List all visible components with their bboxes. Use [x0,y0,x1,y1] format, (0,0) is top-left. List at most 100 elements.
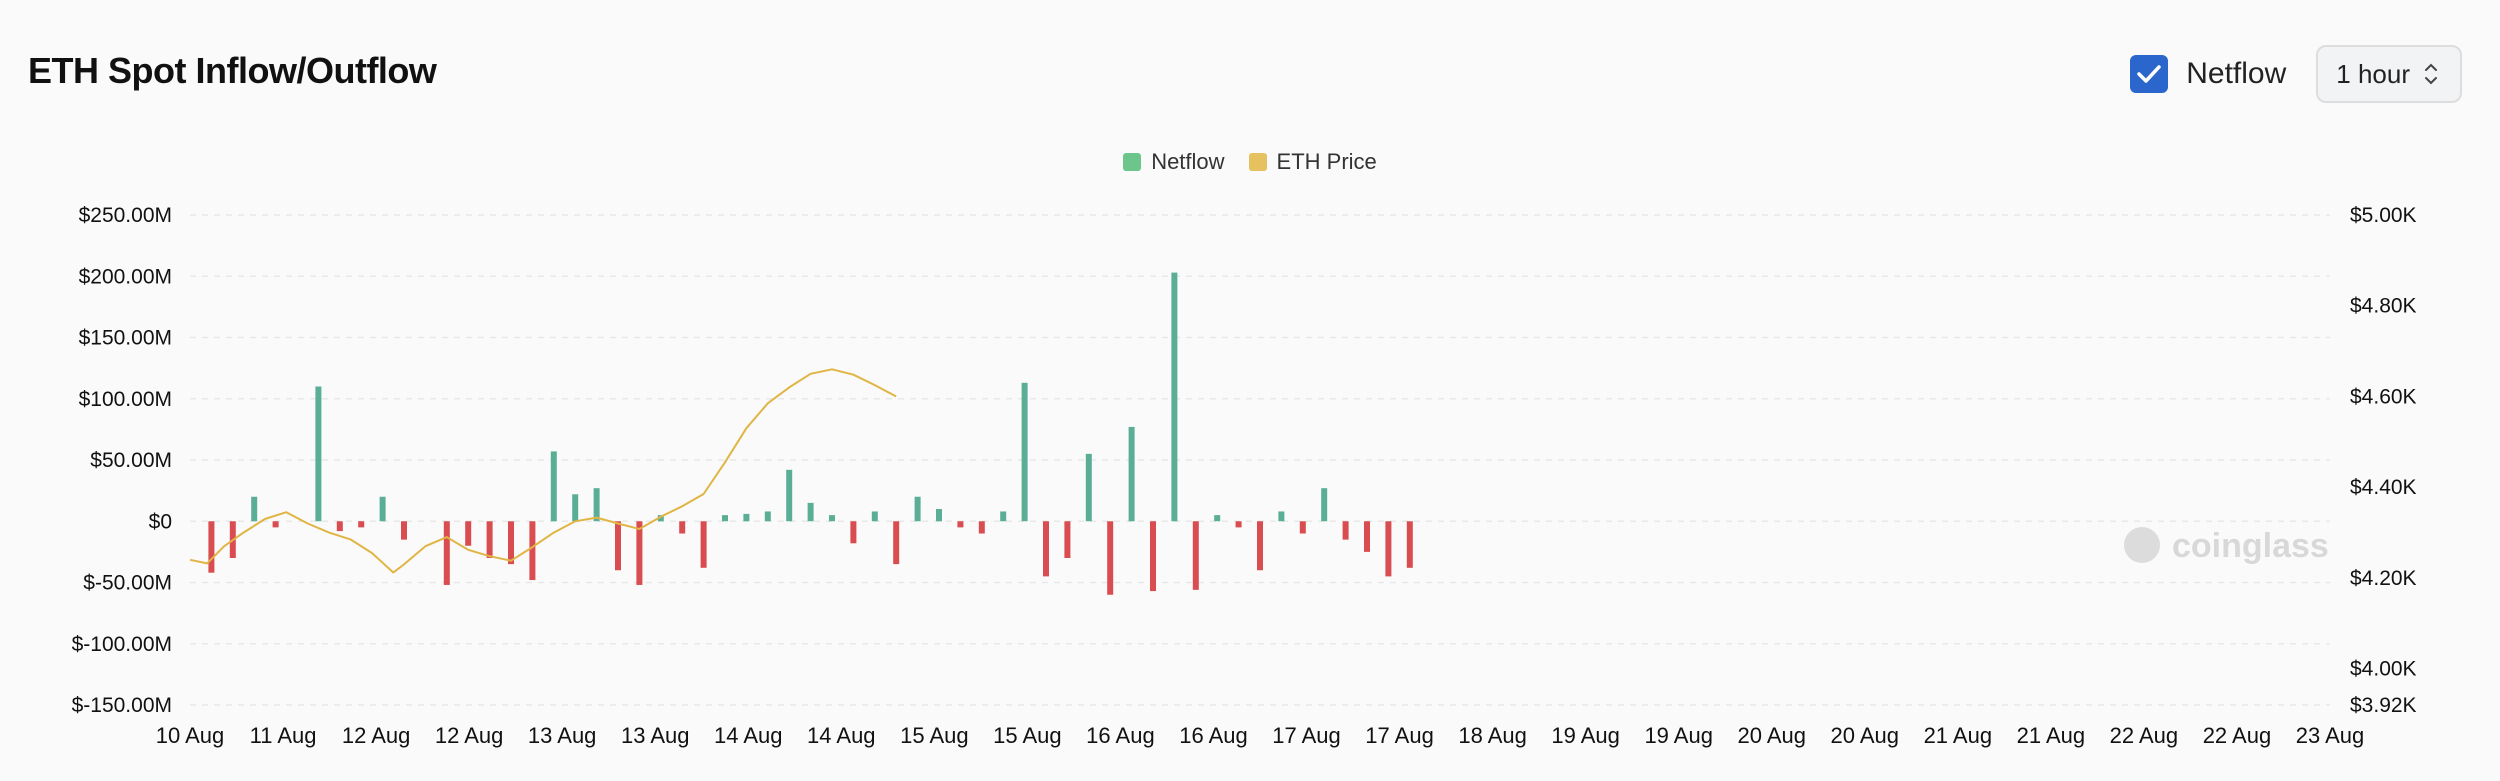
left-tick-label: $100.00M [79,388,172,411]
netflow-bar [615,521,621,571]
legend-item-netflow[interactable]: Netflow [1123,149,1225,175]
netflow-bar [829,515,835,522]
price-line-layer [189,368,897,574]
chart-legend: Netflow ETH Price [0,149,2500,175]
netflow-bar [1192,521,1199,590]
right-tick-label: $4.40K [2350,476,2417,499]
left-tick-label: $-50.00M [83,572,172,595]
x-axis: 10 Aug 11 Aug 12 Aug 12 Aug 13 Aug 13 Aug 14 A… [156,723,2365,748]
x-tick-label: 20 Aug [1831,723,1900,748]
netflow-bar [1385,521,1392,577]
right-axis: $5.00K $4.80K $4.60K $4.40K $4.20K $4.00K $3.9… [2350,204,2417,717]
x-tick-label: 14 Aug [807,723,876,748]
netflow-bar [1107,521,1114,595]
right-tick-label: $4.20K [2350,567,2417,590]
netflow-bar [657,515,664,522]
netflow-bar [1257,521,1263,571]
left-tick-label: $0 [149,510,172,533]
left-axis: $250.00M $200.00M $150.00M $100.00M $50.00M $… [72,204,172,717]
interval-select[interactable]: 1 hour [2316,45,2462,103]
netflow-bar [722,515,728,522]
netflow-bar [1000,511,1007,522]
x-tick-label: 14 Aug [714,723,783,748]
netflow-bar [871,511,878,522]
interval-select-value: 1 hour [2336,58,2410,89]
netflow-bar [1150,521,1156,592]
left-tick-label: $50.00M [90,449,172,472]
netflow-bar [1406,521,1413,568]
netflow-bar [1128,426,1135,522]
x-tick-label: 20 Aug [1737,723,1806,748]
netflow-bar [272,521,279,528]
right-tick-label: $4.60K [2350,385,2417,408]
right-tick-label: $5.00K [2350,204,2417,227]
netflow-bar [251,496,258,522]
netflow-bar [593,488,600,522]
netflow-bar [1364,521,1370,552]
price-line [189,368,897,574]
chart-grid [190,214,2330,706]
netflow-bar [978,521,985,534]
legend-swatch-price [1248,153,1267,171]
netflow-bar [401,521,407,540]
netflow-bars [208,272,1413,595]
legend-label-price: ETH Price [1276,149,1377,174]
right-tick-label: $3.92K [2350,694,2417,717]
netflow-bar [550,451,557,522]
netflow-bar [465,521,472,546]
netflow-bar [486,521,493,558]
netflow-bar [443,521,450,585]
left-tick-label: $250.00M [79,204,172,227]
x-tick-label: 17 Aug [1272,723,1341,748]
netflow-bar [786,469,793,522]
netflow-bar [572,494,579,522]
left-tick-label: $200.00M [79,265,172,288]
left-tick-label: $150.00M [79,327,172,350]
netflow-bar [679,521,686,534]
x-tick-label: 13 Aug [528,723,597,748]
x-tick-label: 18 Aug [1458,723,1527,748]
page-title: ETH Spot Inflow/Outflow [28,50,437,91]
netflow-bar [893,521,900,565]
netflow-bar [807,502,814,522]
legend-label-netflow: Netflow [1151,149,1225,174]
netflow-bar [336,521,343,532]
x-tick-label: 16 Aug [1086,723,1155,748]
right-tick-label: $4.00K [2350,658,2417,681]
netflow-checkbox-label: Netflow [2186,57,2287,90]
netflow-bar [208,521,215,573]
netflow-bar [936,509,942,522]
netflow-bar [1021,382,1028,522]
netflow-bar [1235,521,1242,528]
x-tick-label: 21 Aug [1924,723,1993,748]
x-tick-label: 19 Aug [1551,723,1620,748]
x-tick-label: 13 Aug [621,723,690,748]
x-tick-label: 15 Aug [900,723,969,748]
netflow-bar [1278,511,1285,522]
netflow-bar [636,521,643,585]
netflow-bar [764,511,771,522]
x-tick-label: 16 Aug [1179,723,1248,748]
x-tick-label: 12 Aug [342,723,411,748]
watermark: coinglass [2124,527,2329,565]
netflow-bar [1342,521,1349,540]
netflow-checkbox[interactable] [2130,55,2169,93]
netflow-bar [315,386,322,522]
left-tick-label: $-150.00M [72,694,172,717]
chevron-up-down-icon [2424,61,2438,87]
legend-item-price[interactable]: ETH Price [1248,149,1377,175]
netflow-bar [1064,521,1071,558]
legend-swatch-netflow [1123,153,1142,171]
x-tick-label: 10 Aug [156,723,225,748]
watermark-text: coinglass [2172,527,2329,565]
netflow-bar [379,496,386,522]
netflow-bar [914,496,921,522]
x-tick-label: 23 Aug [2296,723,2365,748]
x-tick-label: 22 Aug [2203,723,2272,748]
netflow-bar [1171,272,1178,522]
netflow-bar [529,521,536,581]
right-tick-label: $4.80K [2350,295,2417,318]
netflow-bar [700,521,707,568]
netflow-bar [743,513,750,522]
netflow-bar [1085,453,1092,522]
